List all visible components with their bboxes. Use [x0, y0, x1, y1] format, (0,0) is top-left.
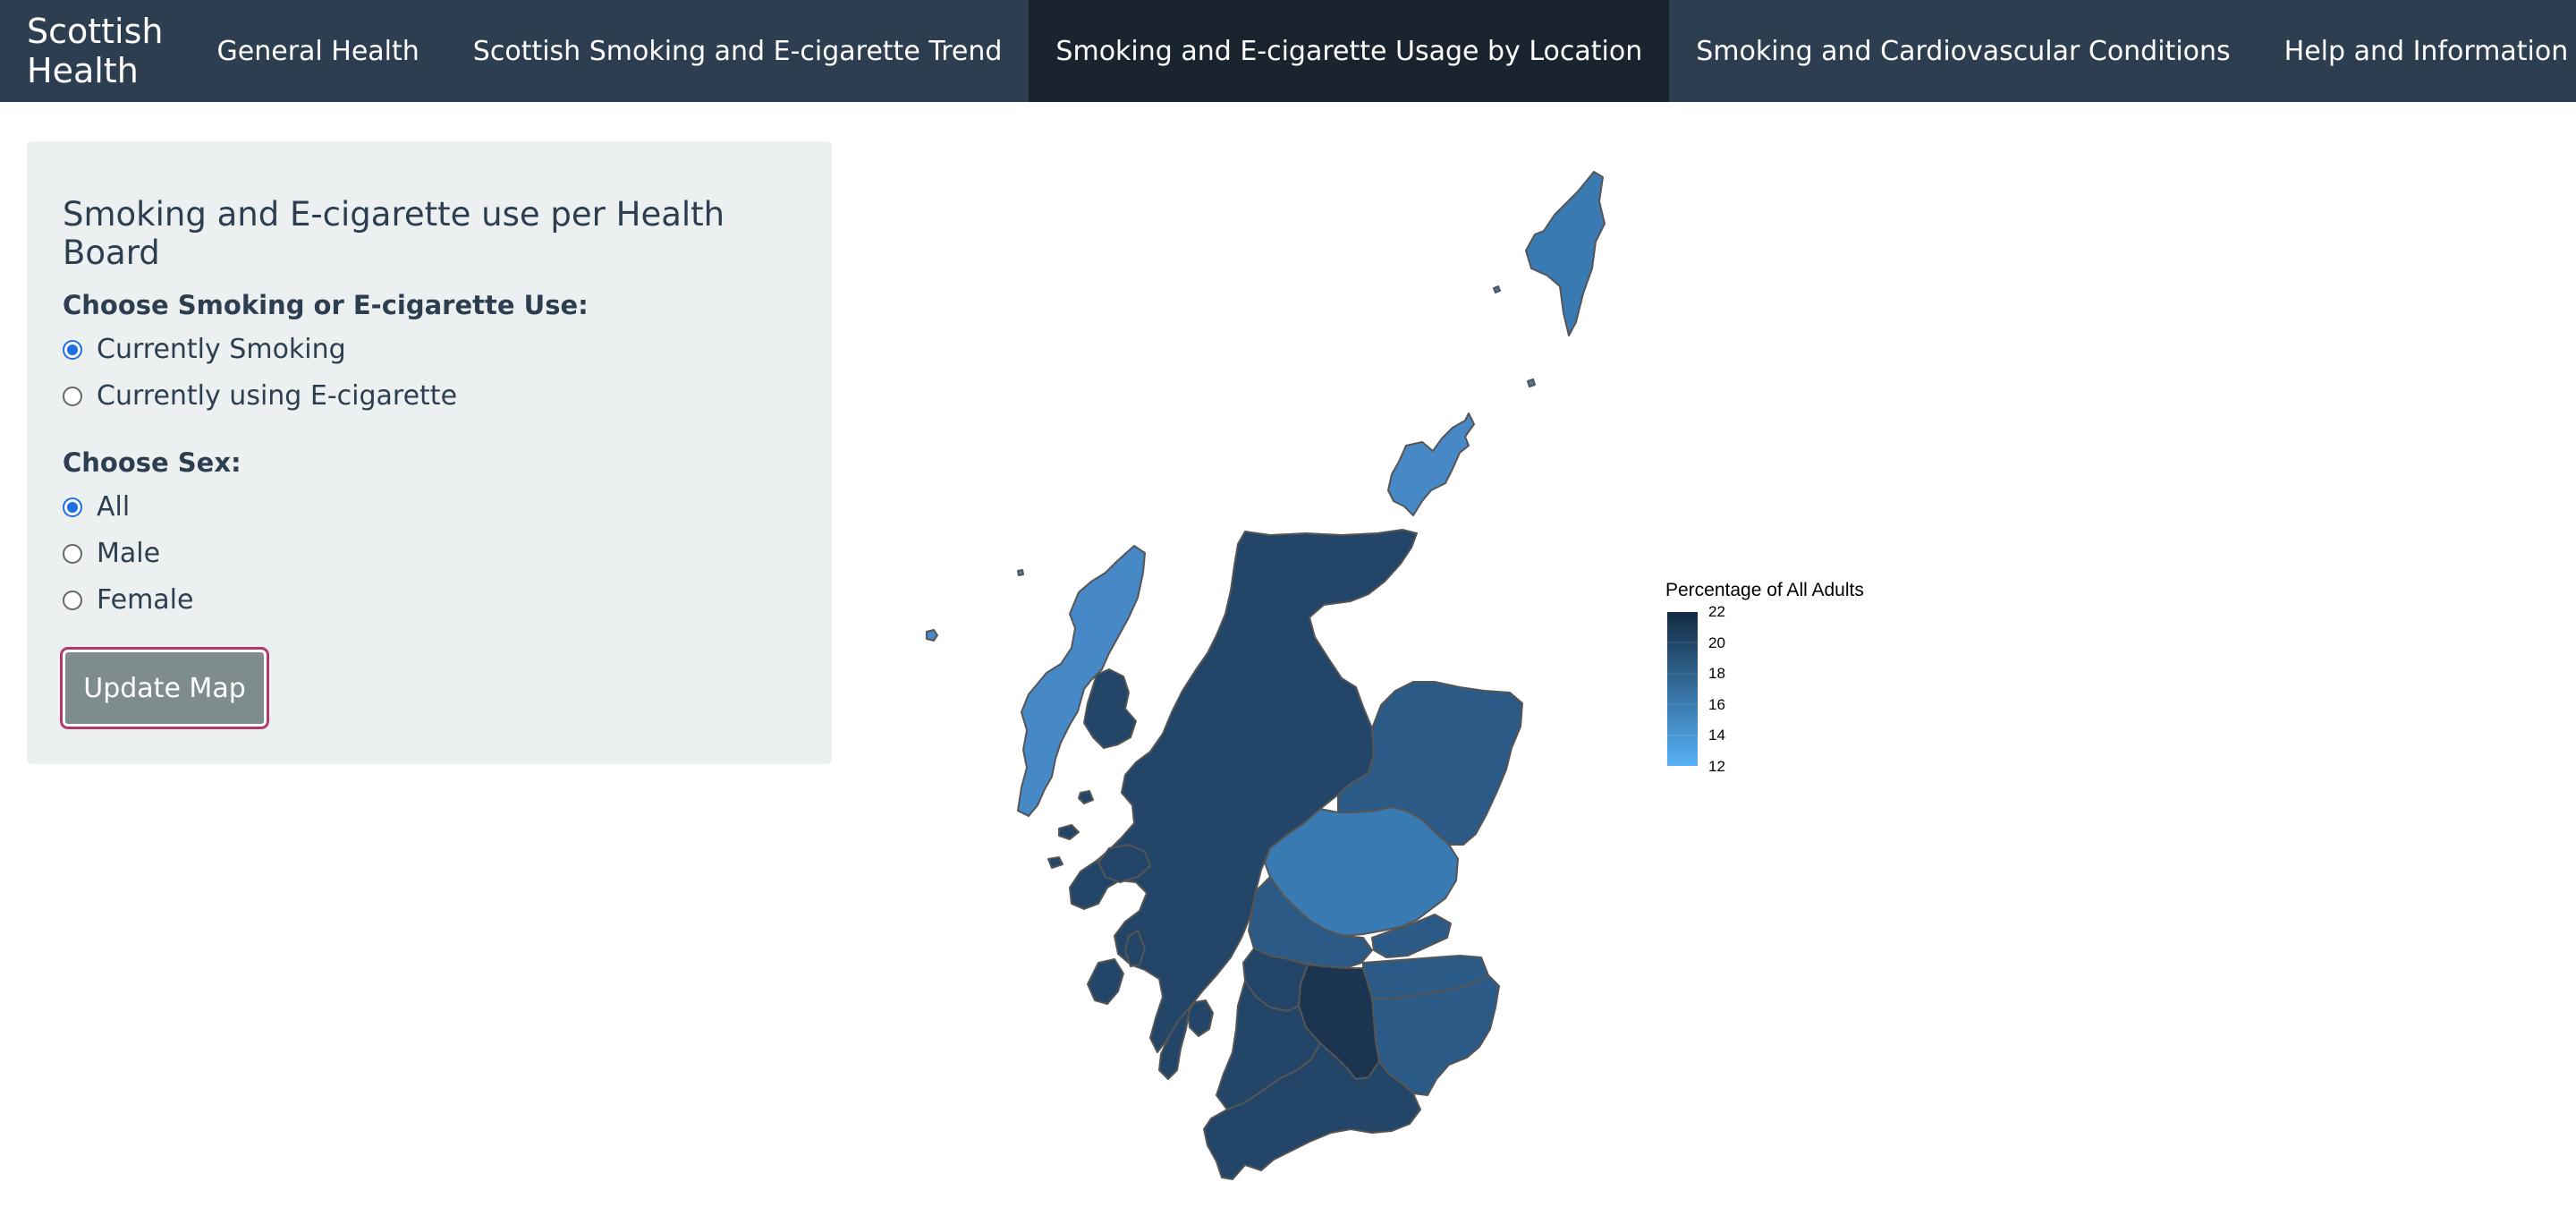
radio-label: Female	[97, 584, 194, 616]
radio-button[interactable]	[63, 386, 82, 406]
tab-smoking-trend[interactable]: Scottish Smoking and E-cigarette Trend	[472, 35, 1003, 67]
update-map-button[interactable]: Update Map	[60, 647, 269, 729]
radio-sex-female[interactable]: Female	[63, 584, 193, 616]
region-islay	[1087, 958, 1124, 1005]
radio-button[interactable]	[63, 497, 82, 517]
legend-tick-12: 12	[1708, 758, 1725, 775]
radio-label: All	[97, 491, 131, 523]
legend-tick-22: 22	[1708, 603, 1725, 620]
legend-tick-20: 20	[1708, 634, 1725, 651]
navbar: Scottish Health General Health Scottish …	[0, 0, 2576, 102]
map-legend: Percentage of All Adults 22 20 18 16 14 …	[1665, 580, 1934, 777]
tab-cardiovascular[interactable]: Smoking and Cardiovascular Conditions	[1696, 35, 2231, 67]
region-tiree	[1047, 856, 1063, 869]
region-orkney	[1387, 412, 1475, 516]
region-arran	[1187, 999, 1214, 1037]
region-fair-isle	[1527, 378, 1536, 387]
region-flannan	[1017, 569, 1024, 576]
legend-title: Percentage of All Adults	[1665, 580, 1864, 600]
region-mull	[1097, 844, 1151, 883]
region-dumfries-galloway	[1203, 1042, 1421, 1180]
panel-title: Smoking and E-cigarette use per Health B…	[63, 195, 725, 272]
scotland-health-board-map	[926, 171, 1606, 1180]
sex-group-label: Choose Sex:	[63, 447, 242, 478]
legend-tick-14: 14	[1708, 727, 1725, 744]
region-grampian	[1337, 681, 1523, 846]
region-fife	[1371, 914, 1452, 958]
radio-sex-all[interactable]: All	[63, 491, 130, 523]
region-highland	[1069, 529, 1418, 1053]
radio-button[interactable]	[63, 543, 82, 564]
radio-sex-male[interactable]: Male	[63, 538, 160, 569]
sidebar-panel: Smoking and E-cigarette use per Health B…	[27, 141, 832, 764]
usage-group-label: Choose Smoking or E-cigarette Use:	[63, 290, 589, 320]
legend-tick-16: 16	[1708, 696, 1725, 713]
radio-button[interactable]	[63, 339, 82, 360]
radio-using-ecigarette[interactable]: Currently using E-cigarette	[63, 380, 457, 412]
region-st-kilda	[926, 629, 938, 642]
region-jura	[1124, 930, 1146, 967]
tab-usage-by-location[interactable]: Smoking and E-cigarette Usage by Locatio…	[1029, 0, 1670, 102]
radio-button[interactable]	[63, 590, 82, 610]
region-western-isles	[1017, 545, 1146, 817]
tab-help[interactable]: Help and Information	[2284, 35, 2569, 67]
region-small-isles	[1058, 824, 1080, 840]
region-shetland	[1525, 171, 1606, 336]
region-skye	[1083, 668, 1137, 749]
brand-title[interactable]: Scottish Health	[27, 12, 164, 90]
region-rum	[1078, 790, 1094, 804]
legend-color-bar	[1667, 612, 1698, 766]
tab-general-health[interactable]: General Health	[216, 35, 419, 67]
radio-label: Male	[97, 538, 161, 569]
radio-currently-smoking[interactable]: Currently Smoking	[63, 334, 346, 365]
radio-label: Currently Smoking	[97, 334, 346, 365]
region-kintyre	[1158, 1007, 1191, 1080]
radio-label: Currently using E-cigarette	[97, 380, 458, 412]
legend-tick-18: 18	[1708, 665, 1725, 682]
region-shetland-islet	[1493, 285, 1501, 293]
